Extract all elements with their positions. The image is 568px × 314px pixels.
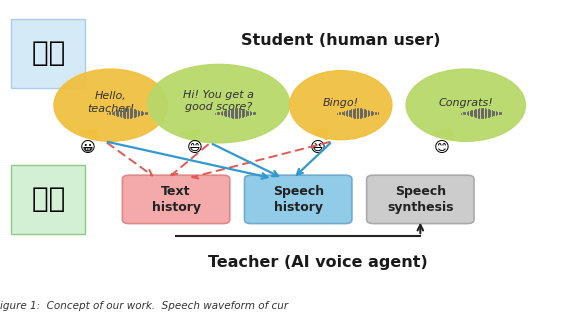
Text: 👩‍🏫: 👩‍🏫	[32, 185, 65, 214]
Text: Student (human user): Student (human user)	[241, 33, 441, 48]
Text: Bingo!: Bingo!	[323, 98, 359, 108]
Text: Speech
synthesis: Speech synthesis	[387, 185, 454, 214]
Polygon shape	[433, 129, 454, 140]
Text: 😄: 😄	[186, 140, 202, 155]
Text: 😆: 😆	[310, 140, 326, 155]
Ellipse shape	[290, 71, 392, 140]
Polygon shape	[312, 127, 328, 140]
Text: 😊: 😊	[434, 140, 450, 155]
Ellipse shape	[148, 64, 290, 143]
Text: Teacher (AI voice agent): Teacher (AI voice agent)	[208, 255, 428, 270]
Text: 🧑‍🎓: 🧑‍🎓	[32, 39, 65, 68]
Text: 😀: 😀	[80, 140, 96, 155]
Text: Speech
history: Speech history	[273, 185, 324, 214]
FancyBboxPatch shape	[11, 19, 85, 88]
Polygon shape	[80, 129, 99, 140]
Text: Hi! You get a
good score?: Hi! You get a good score?	[183, 90, 254, 112]
Ellipse shape	[406, 69, 525, 141]
Text: Congrats!: Congrats!	[438, 98, 493, 108]
FancyBboxPatch shape	[122, 175, 229, 224]
FancyBboxPatch shape	[244, 175, 352, 224]
FancyBboxPatch shape	[11, 165, 85, 234]
Text: Hello,
teacher!: Hello, teacher!	[87, 91, 135, 114]
Text: Text
history: Text history	[152, 185, 201, 214]
Text: igure 1:  Concept of our work.  Speech waveform of cur: igure 1: Concept of our work. Speech wav…	[0, 301, 288, 311]
Polygon shape	[179, 129, 201, 140]
FancyBboxPatch shape	[367, 175, 474, 224]
Ellipse shape	[54, 69, 168, 141]
